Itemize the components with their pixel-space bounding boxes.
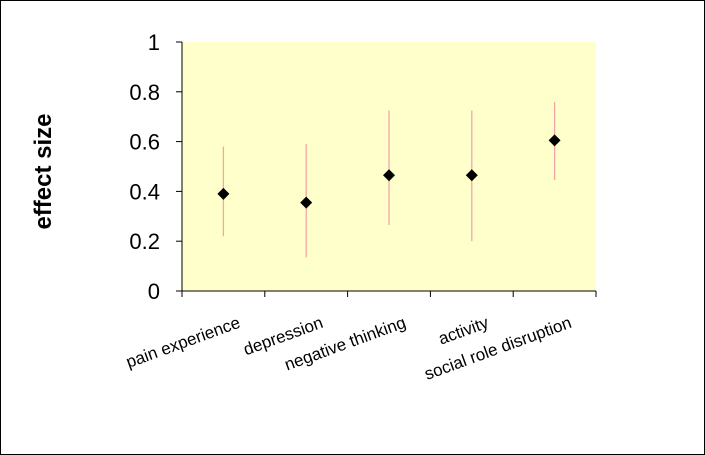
y-tick-label: 0.8 <box>129 80 160 105</box>
data-points <box>217 134 561 209</box>
y-tick-label: 0.4 <box>129 179 160 204</box>
axes <box>181 42 596 292</box>
y-tick-label: 1 <box>148 30 160 55</box>
x-tick-label: pain experience <box>123 313 242 372</box>
data-point <box>300 196 313 209</box>
data-point <box>383 169 395 182</box>
x-tick-label: social role disruption <box>422 313 574 384</box>
data-point <box>548 134 561 147</box>
y-axis-ticks: 0 0.2 0.4 0.6 0.8 1 <box>129 30 182 304</box>
data-point <box>217 187 230 200</box>
y-tick-label: 0.6 <box>129 130 160 155</box>
y-tick-label: 0 <box>148 279 160 304</box>
data-point <box>465 169 478 182</box>
y-tick-label: 0.2 <box>129 229 160 254</box>
y-axis-label: effect size <box>30 113 57 229</box>
